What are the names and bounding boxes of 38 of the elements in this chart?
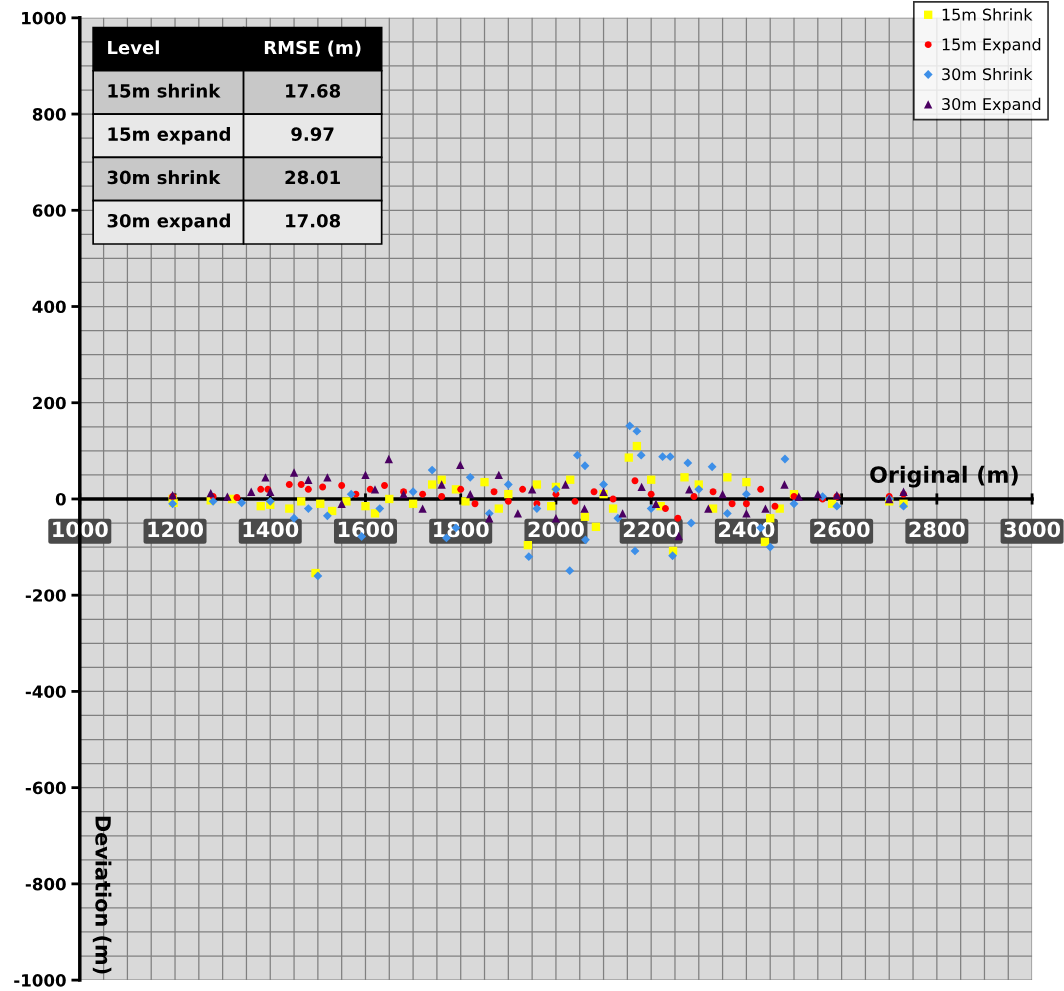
y-tick-label: -800: [25, 877, 66, 891]
y-tick-label: -400: [25, 685, 66, 698]
x-tick-label: 2400: [719, 521, 775, 538]
legend-label: 30m Expand: [942, 97, 1041, 114]
y-tick-label: -600: [25, 781, 66, 795]
y-tick-label: 1000: [22, 11, 66, 25]
y-tick-label: 0: [55, 492, 66, 506]
y-tick-label: 200: [33, 396, 66, 410]
legend-label: 15m Shrink: [942, 8, 1033, 21]
annotation: 28.01: [285, 170, 340, 185]
x-tick-label: 1200: [148, 521, 204, 538]
x-tick-label: 3000: [1004, 521, 1061, 538]
x-tick-label: 1400: [243, 521, 299, 538]
annotation: RMSE (m): [264, 40, 361, 57]
x-tick-label: 2200: [623, 521, 680, 538]
annotation: Level: [108, 40, 159, 55]
y-tick-label: -1000: [14, 974, 66, 987]
annotation: 17.68: [286, 83, 341, 98]
y-tick-label: -200: [25, 589, 66, 602]
annotation: 15m expand: [108, 126, 230, 145]
x-tick-label: 1800: [434, 521, 489, 538]
x-axis-title: Original (m): [870, 465, 1018, 488]
annotation: 30m shrink: [107, 170, 221, 185]
annotation: 15m shrink: [108, 83, 221, 98]
legend-label: 30m Shrink: [942, 67, 1033, 81]
y-tick-label: 600: [32, 204, 66, 217]
annotation: 30m expand: [107, 213, 230, 232]
y-tick-label: 400: [32, 300, 66, 314]
annotation: 9.97: [291, 127, 334, 141]
y-axis-title: Deviation (m): [92, 816, 112, 974]
annotation: 17.08: [286, 213, 341, 228]
legend-label: 15m Expand: [942, 38, 1041, 54]
x-tick-label: 2600: [814, 521, 870, 538]
x-tick-label: 1000: [53, 521, 108, 538]
x-tick-label: 2800: [909, 521, 965, 538]
x-tick-label: 1600: [338, 521, 394, 538]
x-tick-label: 2000: [528, 521, 584, 538]
y-tick-label: 800: [32, 108, 66, 121]
